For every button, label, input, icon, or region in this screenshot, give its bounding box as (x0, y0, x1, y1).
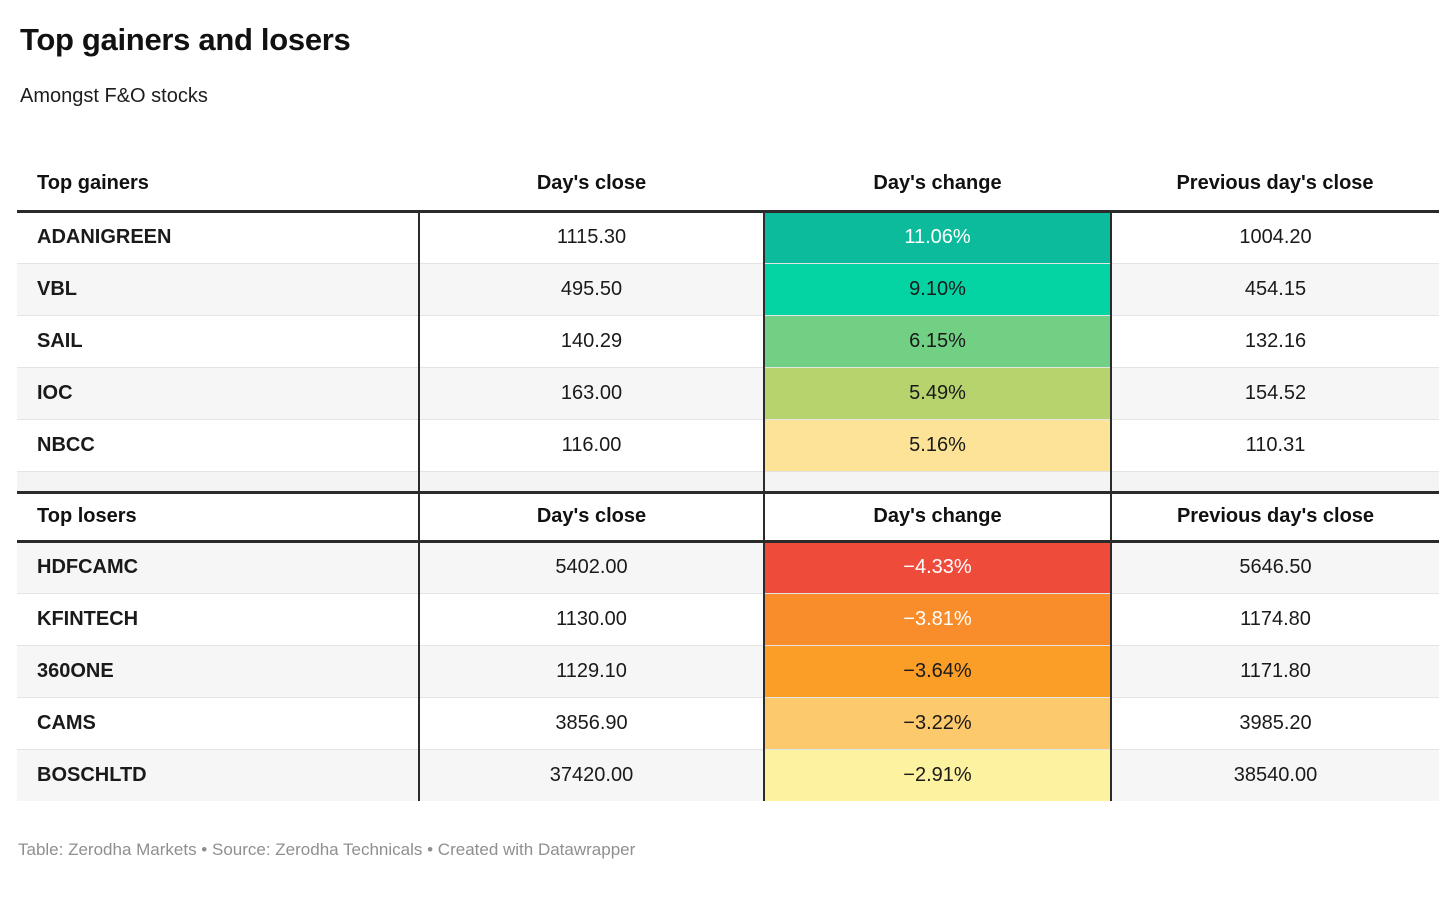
days-close-cell: 1115.30 (419, 211, 765, 264)
days-change-cell: 5.49% (764, 367, 1112, 420)
attribution-footer: Table: Zerodha Markets • Source: Zerodha… (18, 840, 636, 859)
table-row-gainer: NBCC 116.00 5.16% 110.31 (17, 419, 1439, 472)
days-change-cell: −2.91% (764, 749, 1112, 801)
losers-header-row: Top losers Day's close Day's change Prev… (17, 492, 1439, 543)
datawrapper-table-page: Top gainers and losers Amongst F&O stock… (0, 22, 1456, 860)
stock-name-cell: SAIL (17, 315, 420, 368)
table-row-loser: KFINTECH 1130.00 −3.81% 1174.80 (17, 593, 1439, 646)
prev-close-cell: 3985.20 (1111, 697, 1439, 750)
losers-section-label: Top losers (17, 492, 420, 543)
spacer-cell (764, 471, 1112, 494)
table-row-loser: BOSCHLTD 37420.00 −2.91% 38540.00 (17, 749, 1439, 801)
gainers-section-label: Top gainers (17, 158, 419, 213)
stock-name-cell: ADANIGREEN (17, 211, 420, 264)
days-change-cell: −3.22% (764, 697, 1112, 750)
stock-name-cell: IOC (17, 367, 420, 420)
table-row-gainer: VBL 495.50 9.10% 454.15 (17, 263, 1439, 316)
days-close-cell: 1130.00 (419, 593, 765, 646)
gainers-col-header-days-close: Day's close (419, 158, 764, 213)
prev-close-cell: 454.15 (1111, 263, 1439, 316)
stock-name-cell: 360ONE (17, 645, 420, 698)
table-row-gainer: ADANIGREEN 1115.30 11.06% 1004.20 (17, 211, 1439, 264)
days-close-cell: 163.00 (419, 367, 765, 420)
days-close-cell: 3856.90 (419, 697, 765, 750)
stock-name-cell: HDFCAMC (17, 541, 420, 594)
days-change-cell: −3.81% (764, 593, 1112, 646)
days-change-cell: 5.16% (764, 419, 1112, 472)
spacer-cell (17, 471, 420, 494)
stock-name-cell: CAMS (17, 697, 420, 750)
losers-col-header-prev-close: Previous day's close (1111, 492, 1439, 543)
prev-close-cell: 1174.80 (1111, 593, 1439, 646)
spacer-cell (1111, 471, 1439, 494)
losers-col-header-days-change: Day's change (764, 492, 1112, 543)
prev-close-cell: 1004.20 (1111, 211, 1439, 264)
days-close-cell: 140.29 (419, 315, 765, 368)
losers-col-header-days-close: Day's close (419, 492, 765, 543)
gainers-losers-table: Top gainers Day's close Day's change Pre… (17, 158, 1439, 801)
days-close-cell: 495.50 (419, 263, 765, 316)
table-row-loser: CAMS 3856.90 −3.22% 3985.20 (17, 697, 1439, 750)
days-change-cell: 9.10% (764, 263, 1112, 316)
days-change-cell: 6.15% (764, 315, 1112, 368)
prev-close-cell: 132.16 (1111, 315, 1439, 368)
page-subtitle: Amongst F&O stocks (20, 85, 208, 107)
days-change-cell: −4.33% (764, 541, 1112, 594)
stock-name-cell: KFINTECH (17, 593, 420, 646)
table-row-gainer: IOC 163.00 5.49% 154.52 (17, 367, 1439, 420)
days-change-cell: −3.64% (764, 645, 1112, 698)
days-change-cell: 11.06% (764, 211, 1112, 264)
days-close-cell: 116.00 (419, 419, 765, 472)
gainers-col-header-days-change: Day's change (764, 158, 1111, 213)
stock-name-cell: NBCC (17, 419, 420, 472)
stock-name-cell: BOSCHLTD (17, 749, 420, 801)
days-close-cell: 37420.00 (419, 749, 765, 801)
section-spacer-row (17, 471, 1439, 494)
table-row-loser: 360ONE 1129.10 −3.64% 1171.80 (17, 645, 1439, 698)
prev-close-cell: 154.52 (1111, 367, 1439, 420)
days-close-cell: 5402.00 (419, 541, 765, 594)
gainers-header-row: Top gainers Day's close Day's change Pre… (17, 158, 1439, 213)
table-row-gainer: SAIL 140.29 6.15% 132.16 (17, 315, 1439, 368)
prev-close-cell: 38540.00 (1111, 749, 1439, 801)
gainers-col-header-prev-close: Previous day's close (1111, 158, 1439, 213)
spacer-cell (419, 471, 765, 494)
table-row-loser: HDFCAMC 5402.00 −4.33% 5646.50 (17, 541, 1439, 594)
days-close-cell: 1129.10 (419, 645, 765, 698)
stock-name-cell: VBL (17, 263, 420, 316)
prev-close-cell: 5646.50 (1111, 541, 1439, 594)
prev-close-cell: 1171.80 (1111, 645, 1439, 698)
prev-close-cell: 110.31 (1111, 419, 1439, 472)
page-title: Top gainers and losers (20, 22, 351, 57)
